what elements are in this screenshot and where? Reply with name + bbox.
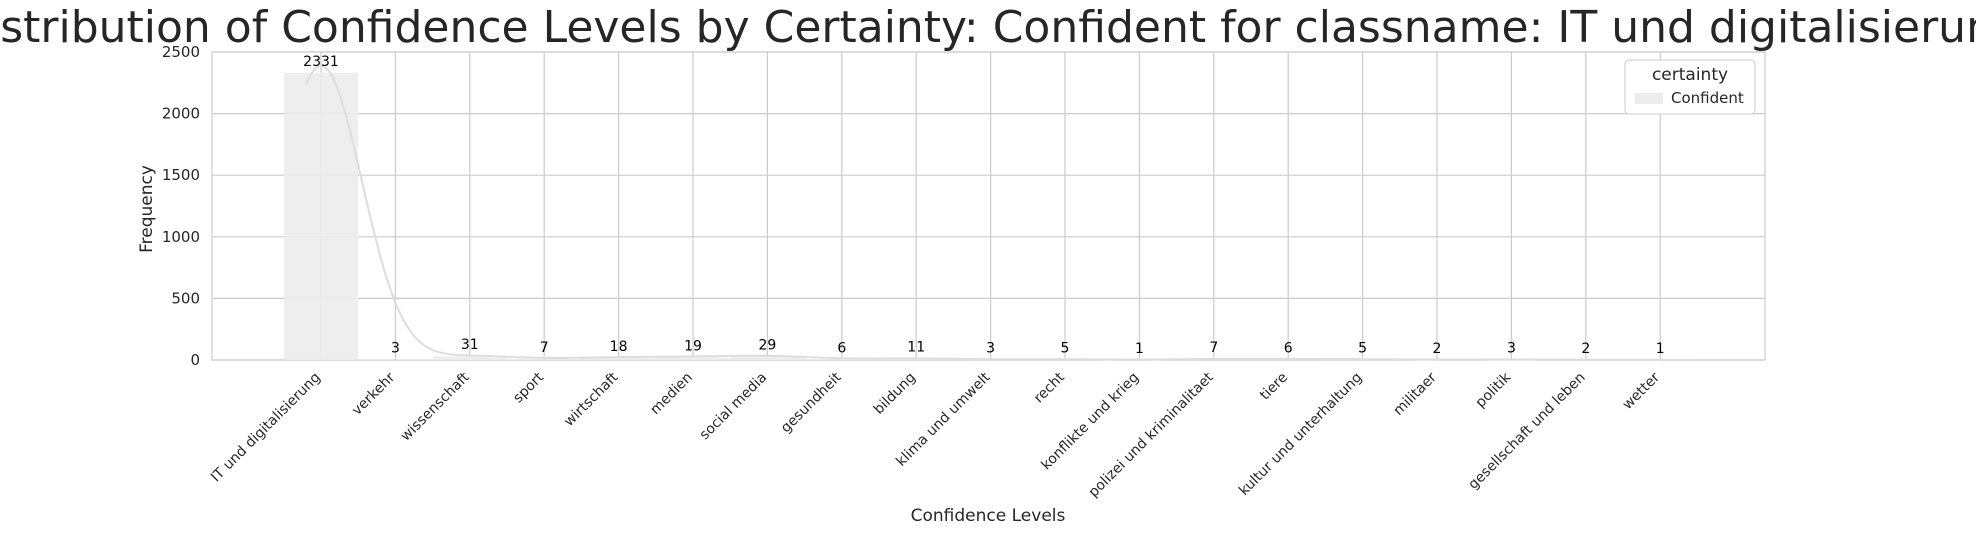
x-tick-label: wirtschaft — [561, 369, 622, 430]
x-tick-label: wissenschaft — [398, 369, 473, 444]
plot-frame — [211, 51, 1766, 361]
y-tick-label: 1500 — [162, 166, 200, 184]
data-label: 3 — [391, 341, 400, 357]
legend-swatch — [1635, 93, 1663, 104]
x-tick-label: wetter — [1620, 369, 1664, 413]
bar — [284, 72, 358, 360]
data-label: 18 — [610, 339, 628, 355]
data-label: 31 — [461, 337, 479, 353]
data-label: 1 — [1656, 341, 1665, 357]
data-label: 1 — [1135, 341, 1144, 357]
data-label: 7 — [540, 340, 549, 356]
data-label: 3 — [986, 341, 995, 357]
data-label: 2 — [1581, 341, 1590, 357]
x-tick-label: kultur und unterhaltung — [1236, 370, 1365, 499]
data-label: 2 — [1433, 341, 1442, 357]
data-label: 6 — [1284, 340, 1293, 356]
y-tick-label: 0 — [190, 351, 200, 369]
kde-curve — [305, 64, 1661, 361]
data-label: 19 — [684, 339, 702, 355]
data-label: 5 — [1358, 340, 1367, 356]
x-tick-label: tiere — [1257, 370, 1291, 404]
legend-title: certainty — [1652, 65, 1728, 85]
y-tick-label: 1000 — [162, 228, 200, 246]
data-label: 3 — [1507, 341, 1516, 357]
y-tick-label: 500 — [171, 289, 200, 307]
y-axis-label: Frequency — [137, 165, 157, 253]
x-tick-label: verkehr — [349, 369, 398, 418]
bar — [507, 359, 582, 360]
y-tick-label: 2500 — [162, 43, 200, 61]
data-label: 29 — [758, 337, 776, 353]
legend: certainty Confident — [1624, 59, 1756, 115]
x-tick-label: bildung — [871, 370, 919, 418]
chart-title: Distribution of Confidence Levels by Cer… — [0, 2, 1976, 53]
data-label: 5 — [1061, 340, 1070, 356]
x-axis-label: Confidence Levels — [911, 506, 1066, 526]
x-tick-label: polizei und kriminalitaet — [1086, 369, 1217, 500]
legend-entry-label: Confident — [1671, 89, 1744, 107]
x-tick-label: IT und digitalisierung — [208, 370, 324, 486]
y-tick-label: 2000 — [162, 105, 200, 123]
data-label: 7 — [1209, 340, 1218, 356]
x-tick-label: sport — [510, 369, 547, 406]
bar — [730, 356, 805, 360]
x-tick-label: militaer — [1391, 369, 1440, 418]
x-tick-label: medien — [647, 370, 695, 418]
bar — [804, 359, 879, 360]
x-tick-label: gesundheit — [778, 369, 845, 436]
x-tick-label: politik — [1473, 369, 1515, 411]
data-label: 11 — [907, 340, 925, 356]
data-label: 6 — [837, 340, 846, 356]
x-tick-label: recht — [1031, 369, 1068, 406]
bar — [432, 356, 507, 360]
bar — [581, 357, 656, 360]
bar — [656, 357, 730, 360]
data-label: 2331 — [303, 54, 339, 70]
x-tick-label: social media — [697, 370, 771, 444]
